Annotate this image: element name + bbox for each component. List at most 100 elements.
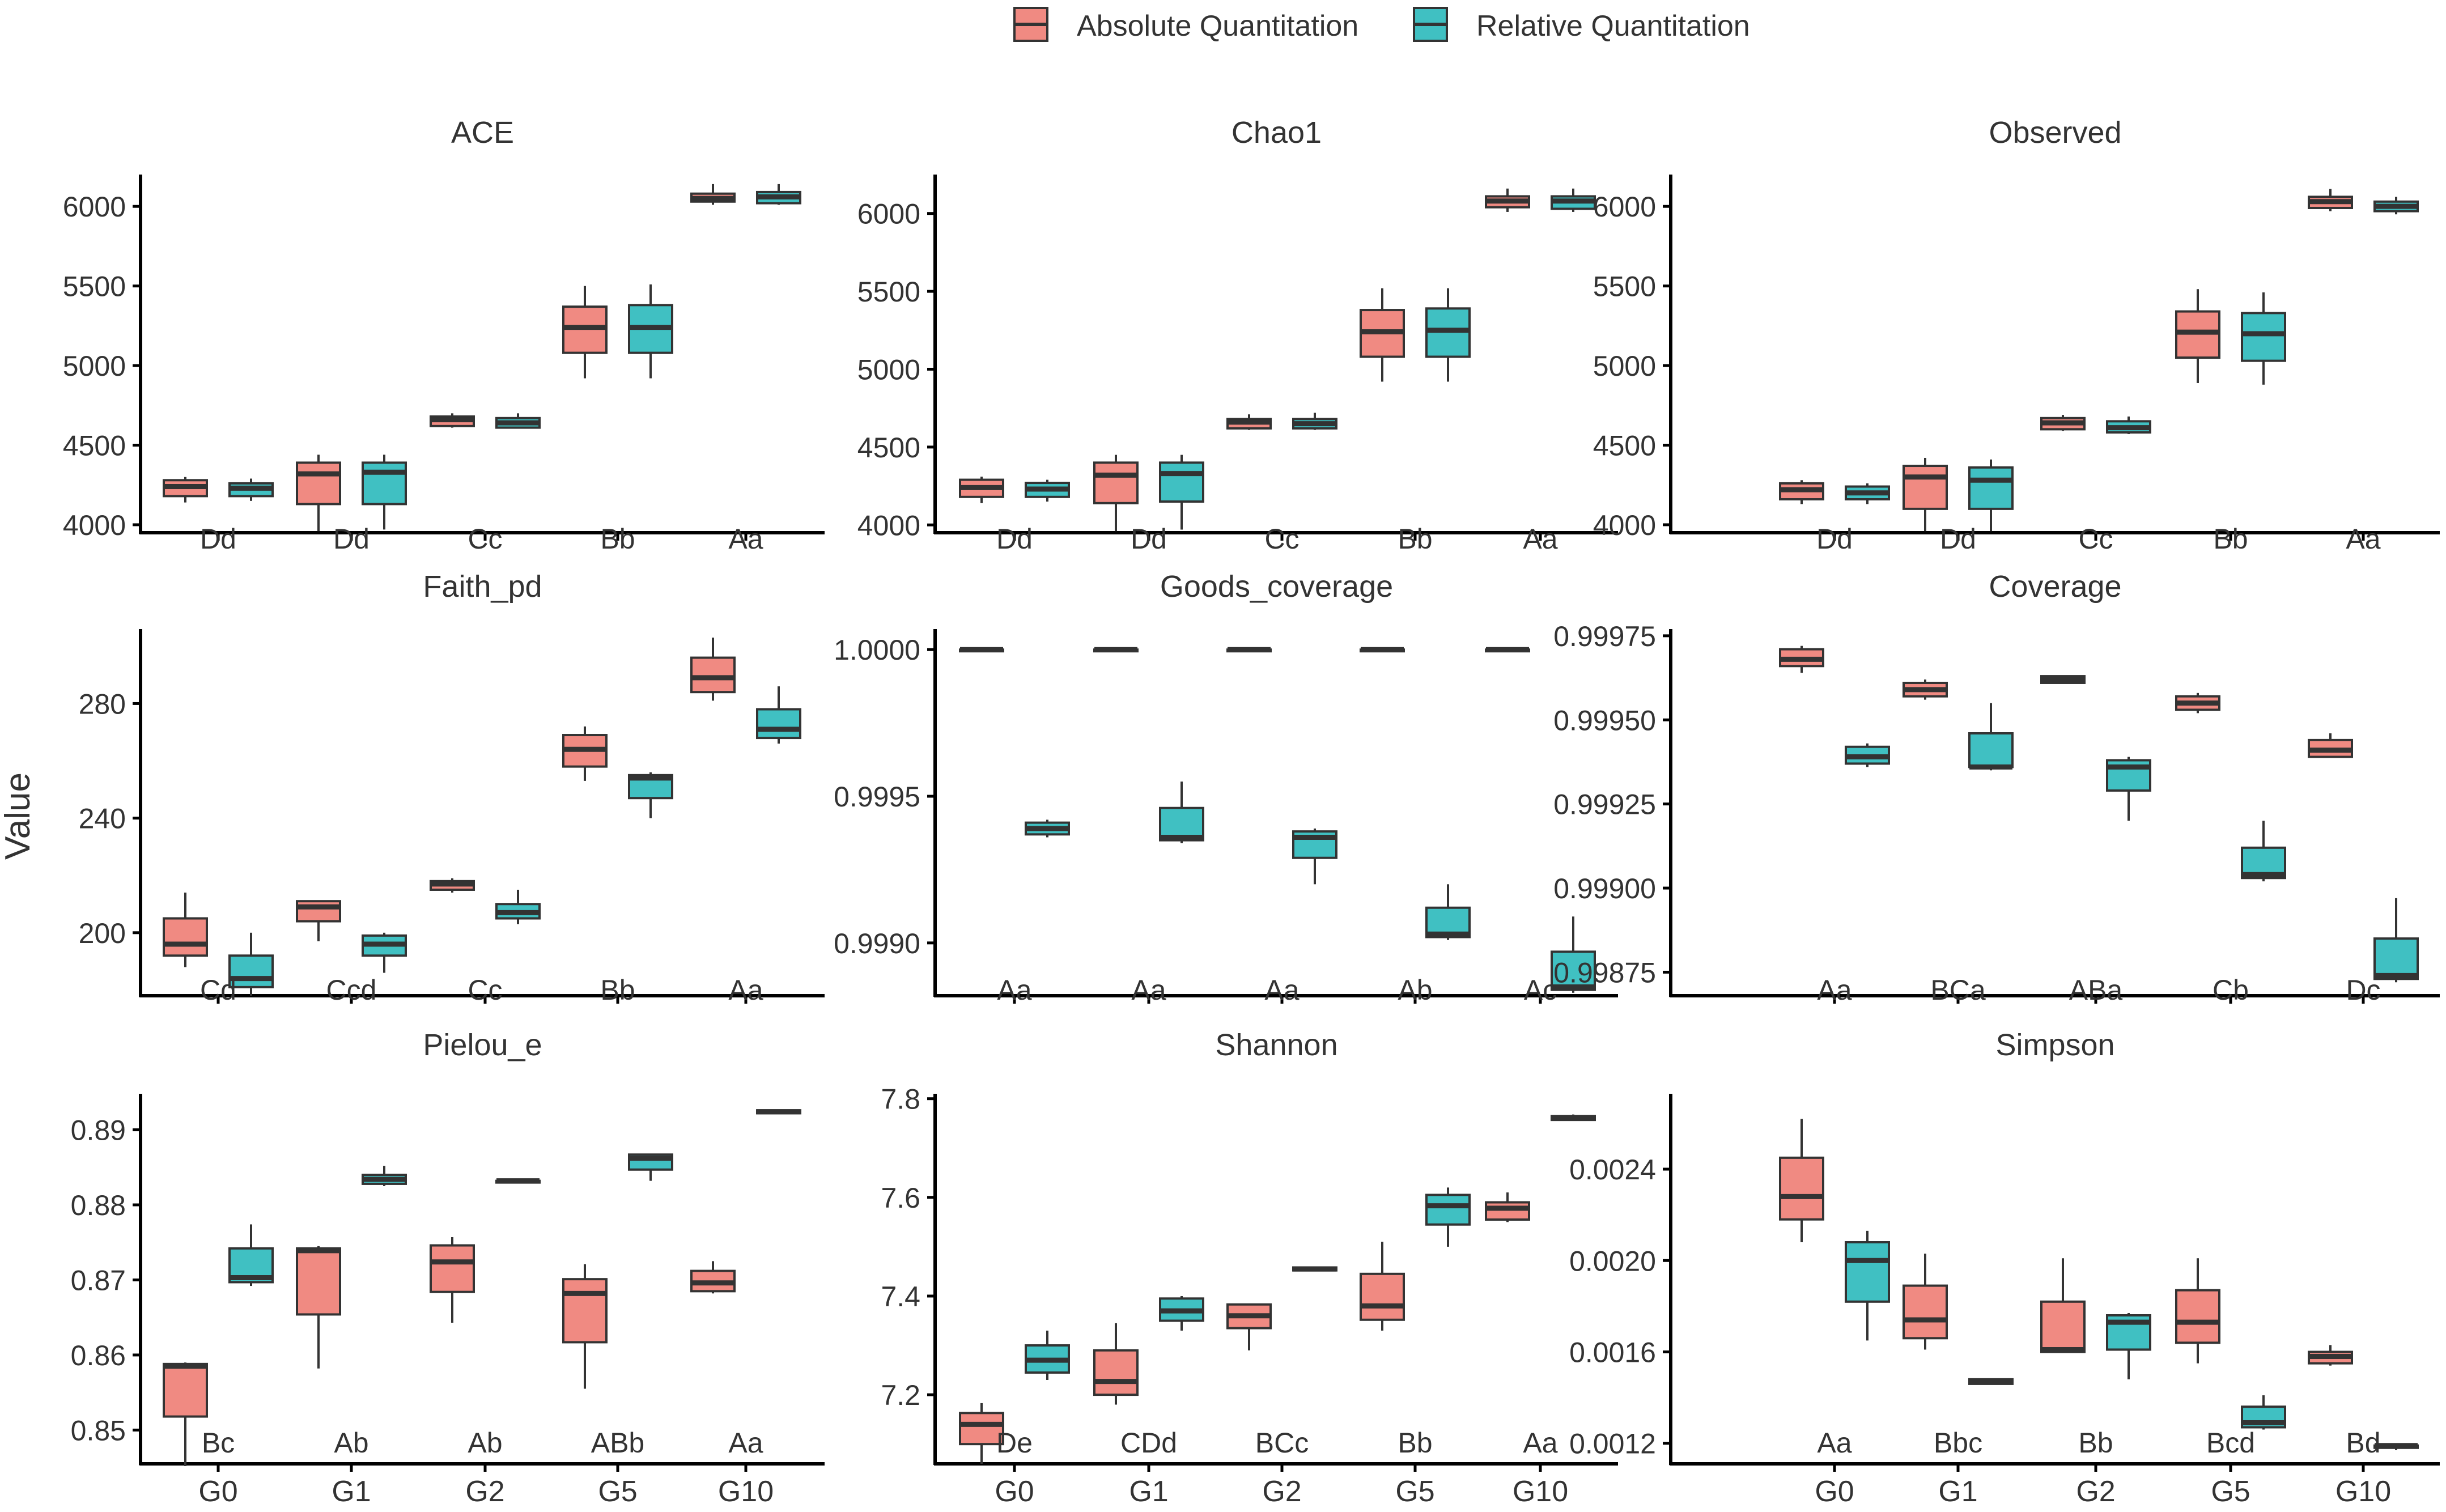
box-iqr	[228, 954, 274, 988]
x-tick-label: G0	[1815, 1475, 1854, 1508]
box-absolute-g2	[1226, 414, 1272, 430]
significance-letter: Aa	[728, 523, 763, 555]
x-tick-label: G1	[1938, 1475, 1977, 1508]
box-absolute-g5	[562, 1264, 608, 1389]
panel-faith-pd: Faith_pd 200 240 280 Cd Ccd Cc Bb Aa	[79, 570, 825, 1006]
box-relative-g2	[2106, 757, 2151, 821]
box-absolute-g5	[562, 286, 608, 379]
legend-label-relative: Relative Quantitation	[1476, 10, 1750, 43]
panel-title: Shannon	[1215, 1028, 1337, 1062]
significance-letter: Cc	[468, 974, 502, 1006]
x-tick-label: G0	[198, 1475, 237, 1508]
y-tick-label: 0.86	[71, 1340, 126, 1371]
box-absolute-g1	[1093, 647, 1139, 653]
y-tick-label: 0.9990	[834, 928, 920, 959]
box-relative-g2	[495, 1178, 541, 1184]
y-tick-label: 4000	[1593, 509, 1656, 541]
y-tick-label: 0.88	[71, 1190, 126, 1221]
y-tick-label: 280	[79, 688, 126, 720]
y-tick-label: 4500	[63, 430, 126, 462]
y-tick-label: 5000	[857, 354, 920, 385]
significance-letter: Aa	[1131, 974, 1166, 1006]
box-relative-g10	[2373, 197, 2419, 215]
panel-pielou-e: Pielou_e 0.85 0.86 0.87 0.88 0.89 G0 G1 G2 G5 G10 B…	[71, 1028, 825, 1508]
box-iqr	[296, 1247, 341, 1316]
box-relative-g1	[1159, 1296, 1204, 1331]
box-relative-g0	[1845, 483, 1890, 504]
y-tick-label: 7.4	[881, 1281, 920, 1313]
box-relative-g5	[628, 1153, 673, 1181]
box-relative-g10	[1551, 1114, 1596, 1122]
box-iqr	[959, 1412, 1004, 1446]
significance-letter: Aa	[728, 1427, 763, 1459]
y-tick-label: 7.8	[881, 1084, 920, 1115]
significance-letter: Aa	[1264, 974, 1299, 1006]
significance-letter: Bb	[600, 523, 635, 555]
box-iqr	[2373, 937, 2419, 980]
box-absolute-g1	[296, 1246, 341, 1369]
box-absolute-g0	[959, 647, 1004, 653]
box-absolute-g2	[2040, 675, 2086, 684]
y-tick-label: 0.99925	[1553, 789, 1656, 821]
box-absolute-g0	[1779, 1119, 1824, 1243]
y-tick-label: 0.99900	[1553, 873, 1656, 904]
box-iqr	[430, 1244, 475, 1293]
y-tick-label: 5500	[63, 271, 126, 303]
box-iqr	[1903, 465, 1948, 510]
x-tick-label: G10	[2335, 1475, 2391, 1508]
significance-letter: Aa	[1523, 1427, 1557, 1459]
box-absolute-g2	[2040, 1258, 2086, 1353]
legend-label-absolute: Absolute Quantitation	[1077, 10, 1358, 43]
box-relative-g10	[2373, 898, 2419, 983]
panel-ace: ACE 4000 4500 5000 5500 6000 Dd Dd Cc Bb Aa	[63, 116, 825, 555]
y-tick-label: 4500	[1593, 430, 1656, 462]
significance-letter: Bb	[1398, 523, 1432, 555]
significance-letter: Ab	[334, 1427, 368, 1459]
significance-letter: Bb	[2078, 1427, 2113, 1459]
panel-title: Chao1	[1232, 116, 1322, 150]
box-absolute-g5	[2175, 1258, 2220, 1364]
y-tick-label: 5000	[63, 350, 126, 382]
box-absolute-g5	[562, 726, 608, 781]
box-relative-g0	[1845, 1230, 1890, 1341]
box-relative-g10	[2373, 1443, 2419, 1450]
box-iqr	[1903, 1284, 1948, 1340]
y-tick-label: 0.0024	[1569, 1154, 1656, 1186]
box-relative-g1	[1968, 703, 2014, 771]
box-iqr	[163, 917, 208, 957]
box-absolute-g1	[1903, 1254, 1948, 1350]
box-relative-g10	[756, 1109, 801, 1115]
panel-title: Goods_coverage	[1160, 570, 1393, 604]
y-tick-label: 0.99950	[1553, 704, 1656, 736]
box-relative-g0	[1025, 819, 1070, 838]
box-absolute-g0	[163, 477, 208, 503]
box-iqr	[1093, 1349, 1139, 1396]
y-tick-label: 0.99875	[1553, 957, 1656, 988]
box-absolute-g2	[430, 1237, 475, 1323]
significance-letter: Aa	[1817, 1427, 1852, 1459]
y-axis-title: Value	[0, 772, 37, 860]
panel-title: Pielou_e	[423, 1028, 542, 1062]
y-tick-label: 6000	[1593, 191, 1656, 223]
significance-letter: Cd	[200, 974, 236, 1006]
box-absolute-g1	[1903, 457, 1948, 532]
y-tick-label: 0.85	[71, 1415, 126, 1446]
significance-letter: BCc	[1255, 1427, 1309, 1459]
box-iqr	[2241, 312, 2286, 362]
box-relative-g10	[1551, 916, 1596, 993]
box-iqr	[1968, 466, 2014, 510]
box-absolute-g2	[2040, 415, 2086, 431]
y-tick-label: 0.99975	[1553, 621, 1656, 652]
significance-letter: BCa	[1930, 974, 1985, 1006]
significance-letter: Dd	[1131, 523, 1167, 555]
box-iqr	[1425, 1194, 1471, 1226]
x-tick-label: G1	[332, 1475, 371, 1508]
significance-letter: Bbc	[1934, 1427, 1982, 1459]
significance-letter: Ac	[1524, 974, 1557, 1006]
box-iqr	[2175, 1289, 2220, 1344]
significance-letter: Cb	[2213, 974, 2249, 1006]
box-iqr	[1485, 1201, 1530, 1221]
significance-letter: Bb	[2213, 523, 2248, 555]
y-tick-label: 5500	[857, 276, 920, 308]
box-relative-g5	[1425, 288, 1471, 382]
